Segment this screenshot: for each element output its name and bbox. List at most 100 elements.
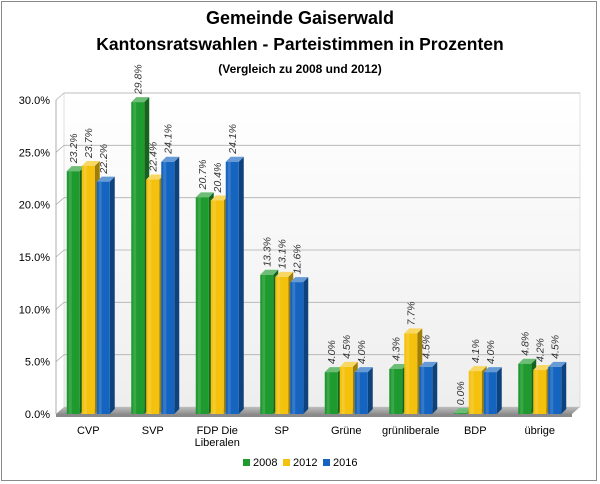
data-label: 4.8% <box>520 332 532 356</box>
legend-swatch <box>283 459 290 466</box>
bar-side <box>174 156 180 414</box>
data-label: 4.0% <box>356 340 368 364</box>
data-label: 13.3% <box>262 237 274 267</box>
bar-2012-3 <box>275 276 289 414</box>
bar-highlight <box>326 372 330 414</box>
y-tick-label: 25.0% <box>19 147 50 159</box>
data-label: 13.1% <box>277 239 289 269</box>
bar-top <box>260 269 279 275</box>
gridline-diagonal <box>55 197 65 205</box>
y-tick-label: 10.0% <box>19 304 50 316</box>
x-tick-label: SVP <box>142 425 164 437</box>
bar-highlight <box>485 372 489 414</box>
bar-top <box>146 174 165 180</box>
legend-swatch <box>323 459 330 466</box>
bar-2008-2 <box>195 197 209 414</box>
data-label: 12.6% <box>292 244 304 274</box>
data-label: 22.4% <box>148 142 160 173</box>
data-label: 4.5% <box>421 335 433 359</box>
data-label: 4.5% <box>341 335 353 359</box>
bar-top <box>195 192 214 198</box>
gridline-diagonal <box>55 249 65 258</box>
x-tick-label: übrige <box>524 425 555 437</box>
y-tick-label: 30.0% <box>19 95 50 107</box>
bar-2016-3 <box>290 282 304 414</box>
data-label: 4.5% <box>550 335 562 359</box>
data-label: 23.7% <box>83 128 95 159</box>
bar-top <box>161 156 180 162</box>
bar-highlight <box>520 363 524 414</box>
bar-2012-4 <box>339 366 353 414</box>
data-label: 29.8% <box>133 64 145 95</box>
bar-top <box>419 361 438 367</box>
data-label: 23.2% <box>68 133 80 164</box>
bar-top <box>354 367 373 373</box>
bar-top <box>66 166 85 172</box>
plot-floor <box>56 407 580 414</box>
data-label: 20.7% <box>197 160 209 191</box>
bar-top <box>210 195 229 201</box>
bar-top <box>81 160 100 166</box>
bar-top <box>324 367 343 373</box>
data-label: 0.0% <box>455 381 467 405</box>
chart-title-line-2: Kantonsratswahlen - Parteistimmen in Pro… <box>96 34 503 54</box>
bar-highlight <box>133 102 137 415</box>
bar-2008-7 <box>518 363 532 414</box>
bar-highlight <box>550 366 554 414</box>
x-tick-label: Grüne <box>331 425 362 437</box>
bar-2012-1 <box>146 179 160 414</box>
y-tick-label: 20.0% <box>19 200 50 212</box>
legend: 2008 2012 2016 <box>243 457 357 469</box>
bar-highlight <box>455 413 459 414</box>
gridline-diagonal <box>55 145 65 153</box>
bar-top <box>225 156 244 162</box>
x-tick-label: FDP Die <box>197 425 238 437</box>
bar-highlight <box>148 179 152 414</box>
bar-top <box>518 358 537 364</box>
plot-floor-edge <box>56 414 572 417</box>
legend-label: 2016 <box>333 457 357 469</box>
bar-highlight <box>391 368 395 414</box>
legend-swatch <box>243 459 250 466</box>
x-tick-label: grünliberale <box>382 425 439 437</box>
bar-2008-6 <box>453 413 467 414</box>
bar-highlight <box>535 370 539 414</box>
bar-highlight <box>470 371 474 414</box>
bar-top <box>404 328 423 334</box>
bar-highlight <box>83 165 87 414</box>
legend-label: 2012 <box>293 457 317 469</box>
x-tick-label: CVP <box>77 425 100 437</box>
bar-highlight <box>406 333 410 414</box>
bar-top <box>468 366 487 372</box>
bar-top <box>290 277 309 283</box>
bar-2016-4 <box>354 372 368 414</box>
data-label: 20.4% <box>212 163 224 194</box>
bar-top <box>389 363 408 369</box>
bar-2016-6 <box>483 372 497 414</box>
bar-2008-4 <box>324 372 338 414</box>
bar-top <box>339 361 358 367</box>
bar-top <box>483 367 502 373</box>
bar-2012-6 <box>468 371 482 414</box>
bar-side <box>561 361 567 414</box>
bar-top <box>131 97 150 103</box>
bar-2008-1 <box>131 102 145 415</box>
bar-highlight <box>163 161 167 414</box>
chart-title: Gemeinde Gaiserwald <box>206 8 394 28</box>
bar-highlight <box>341 366 345 414</box>
bar-2016-2 <box>225 161 239 414</box>
gridline-diagonal <box>55 92 65 101</box>
legend-label: 2008 <box>253 457 277 469</box>
bar-top <box>96 176 115 182</box>
x-tick-label: BDP <box>464 425 487 437</box>
bar-highlight <box>421 366 425 414</box>
bar-highlight <box>212 200 216 414</box>
bar-highlight <box>197 197 201 414</box>
bar-top <box>275 271 294 277</box>
bar-highlight <box>98 181 102 414</box>
gridline-diagonal <box>55 302 65 310</box>
plot-area: 0.0% 5.0% 10.0% 15.0% 20.0% 25.0% 30.0% 23.2% 23… <box>19 64 581 449</box>
bar-side <box>367 367 373 414</box>
data-label: 4.1% <box>470 339 482 363</box>
